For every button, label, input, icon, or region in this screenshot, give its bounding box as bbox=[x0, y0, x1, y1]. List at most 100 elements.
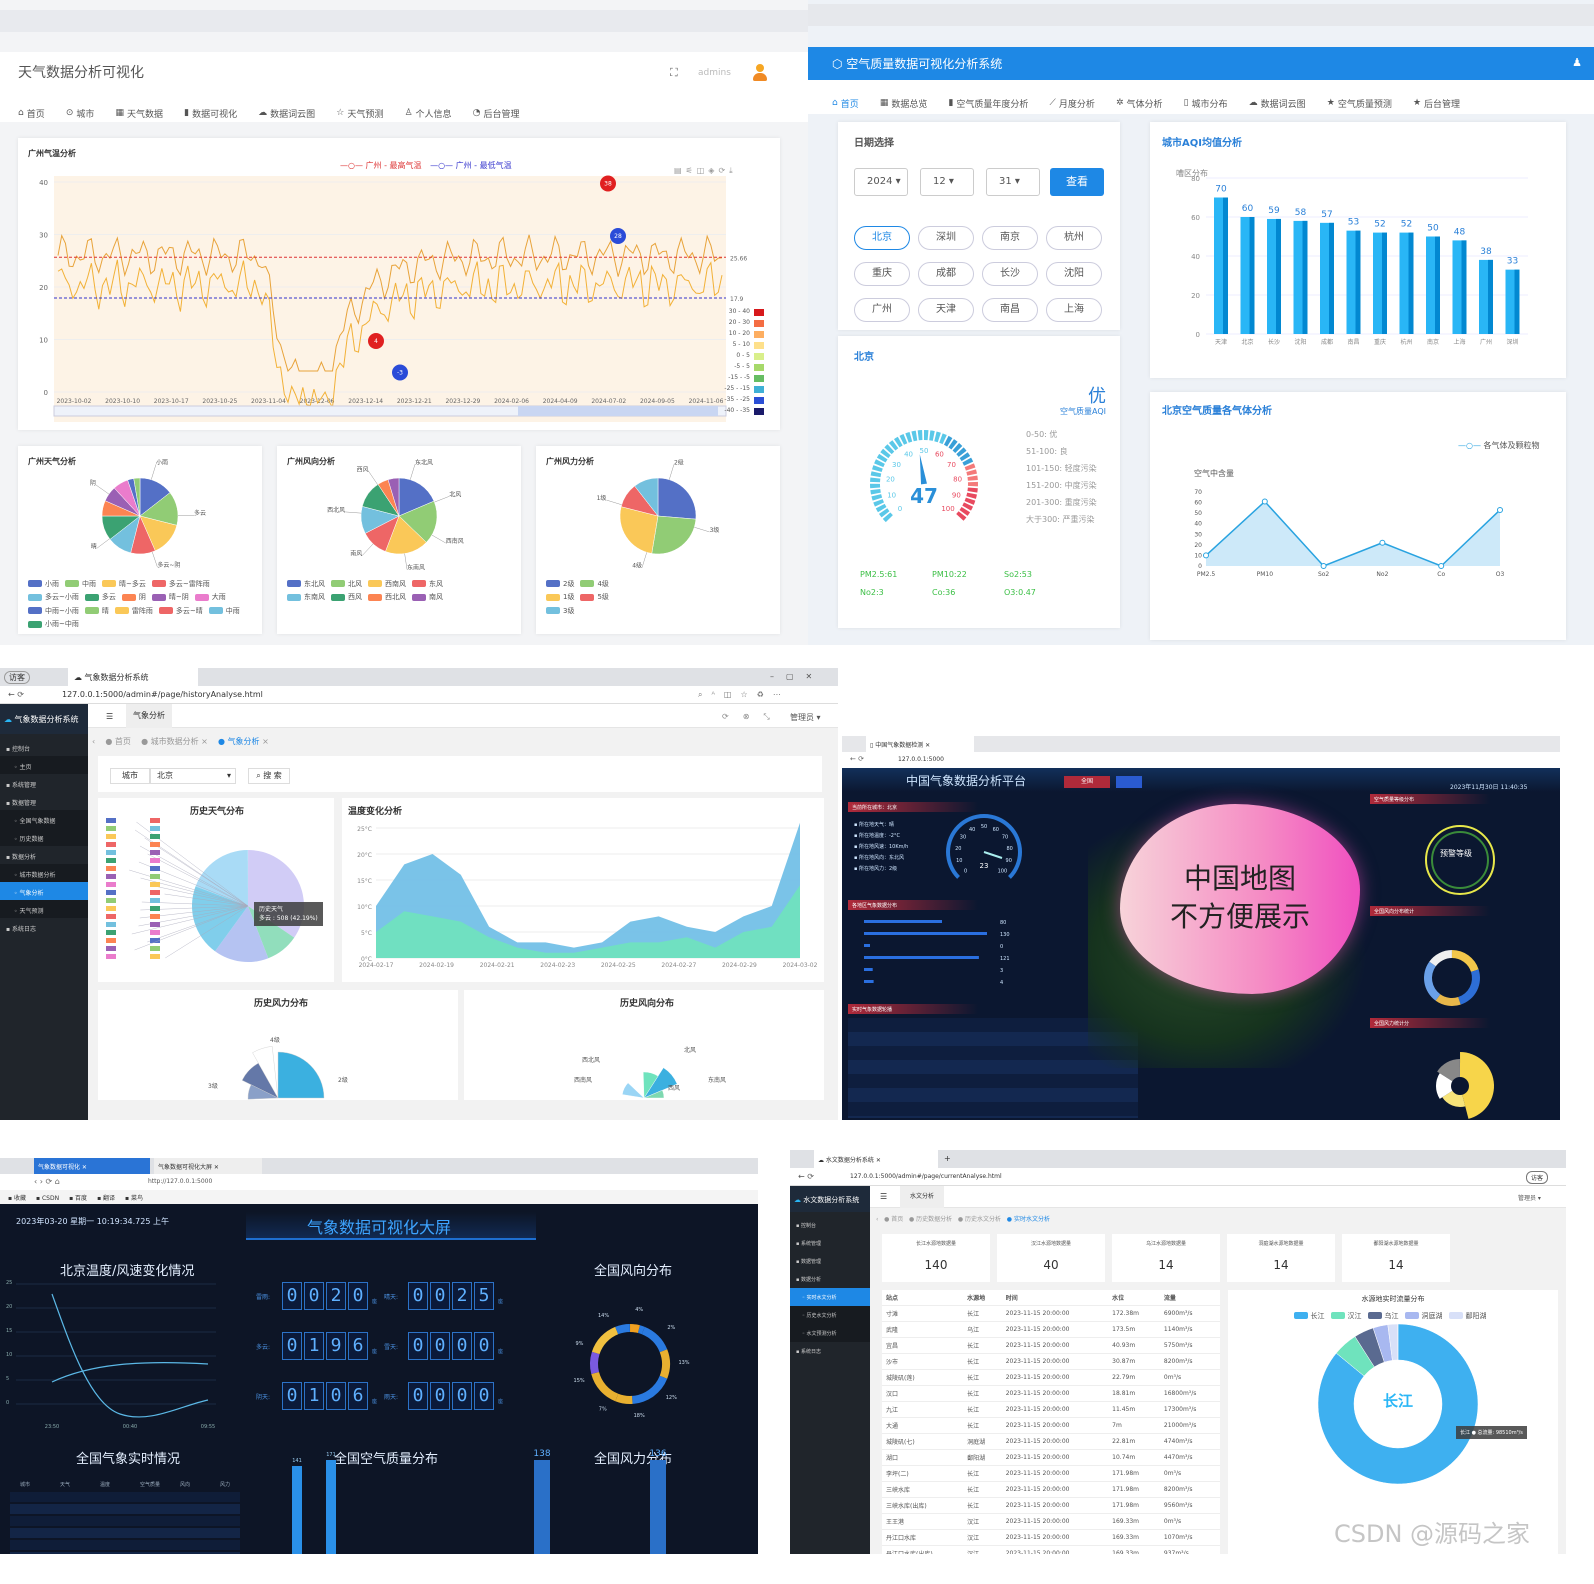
legend-item[interactable]: 多云~雷阵雨 bbox=[152, 578, 210, 590]
visual-map-swatch[interactable] bbox=[754, 408, 764, 415]
nav-predict[interactable]: ★ 空气质量预测 bbox=[1327, 97, 1392, 110]
visual-map-swatch[interactable] bbox=[754, 375, 764, 382]
city-pill-9[interactable]: 天津 bbox=[918, 298, 974, 322]
sidebar-item-7[interactable]: ◦ 城市数据分析 bbox=[0, 864, 88, 882]
legend-item[interactable]: 西北风 bbox=[368, 591, 406, 603]
visual-map-swatch[interactable] bbox=[754, 353, 764, 360]
city-pill-1[interactable]: 深圳 bbox=[918, 226, 974, 250]
nav-city-dist[interactable]: ▯ 城市分布 bbox=[1184, 97, 1228, 110]
visual-map-swatch[interactable] bbox=[754, 342, 764, 349]
sidebar-item-9[interactable]: ◦ 天气预测 bbox=[0, 900, 88, 918]
legend-item[interactable]: 3级 bbox=[546, 605, 574, 617]
legend-item[interactable]: 西南风 bbox=[368, 578, 406, 590]
nav-overview[interactable]: ▦ 数据总览 bbox=[880, 97, 928, 110]
table-row[interactable]: 湖口 鄱阳湖 2023-11-15 20:00:00 10.74m 4470m³/s bbox=[882, 1450, 1220, 1466]
view-button[interactable]: 查看 bbox=[1050, 168, 1104, 196]
nav-annual[interactable]: ▮ 空气质量年度分析 bbox=[948, 97, 1028, 110]
nav-home[interactable]: ⌂ 首页 bbox=[832, 97, 859, 110]
visual-map-swatch[interactable] bbox=[754, 364, 764, 371]
legend-item[interactable]: 南风 bbox=[412, 591, 443, 603]
sidebar-item-3[interactable]: ▪ 数据管理 bbox=[0, 792, 88, 810]
city-pill-2[interactable]: 南京 bbox=[982, 226, 1038, 250]
legend-item[interactable]: 小雨 bbox=[28, 578, 59, 590]
table-row[interactable]: 城陵矶(七) 洞庭湖 2023-11-15 20:00:00 22.81m 4740m³… bbox=[882, 1434, 1220, 1450]
legend-item[interactable]: 晴~阴 bbox=[152, 591, 189, 603]
url-input[interactable]: 127.0.0.1:5000/admin#/page/currentAnalys… bbox=[850, 1173, 1002, 1180]
visual-map-swatch[interactable] bbox=[754, 320, 764, 327]
city-pill-7[interactable]: 沈阳 bbox=[1046, 262, 1102, 286]
legend-item[interactable]: 多云 bbox=[85, 591, 116, 603]
nav-profile[interactable]: ♙ 个人信息 bbox=[404, 107, 451, 120]
user-avatar-icon[interactable] bbox=[752, 64, 768, 82]
browser-tab-active[interactable]: 气象数据可视化 ✕ bbox=[34, 1158, 150, 1174]
day-select[interactable]: 31 ▾ bbox=[986, 168, 1040, 196]
sidebar-item-8[interactable]: ◦ 气象分析 bbox=[0, 882, 88, 900]
bookmark[interactable]: ▪ 翻译 bbox=[97, 1195, 115, 1202]
new-tab-button[interactable]: + bbox=[944, 1154, 951, 1163]
table-row[interactable]: 丹江口水库 汉江 2023-11-15 20:00:00 169.33m 1070m³/… bbox=[882, 1530, 1220, 1546]
city-pill-3[interactable]: 杭州 bbox=[1046, 226, 1102, 250]
url-input[interactable]: 127.0.0.1:5000 bbox=[898, 756, 944, 763]
url-input[interactable]: 127.0.0.1:5000/admin#/page/historyAnalys… bbox=[62, 690, 263, 699]
legend-item[interactable]: 4级 bbox=[580, 578, 608, 590]
browser-tab[interactable]: ▯ 中国气象数据检测 ✕ bbox=[866, 736, 974, 752]
city-pill-6[interactable]: 长沙 bbox=[982, 262, 1038, 286]
visual-map-swatch[interactable] bbox=[754, 386, 764, 393]
browser-tab[interactable]: ☁ 气象数据分析系统 bbox=[68, 668, 198, 686]
nav-arrows[interactable]: ← ⟳ bbox=[850, 755, 864, 763]
sidebar-item-1[interactable]: ▪ 系统管理 bbox=[790, 1234, 870, 1252]
nav-wordcloud[interactable]: ☁ 数据词云图 bbox=[1249, 97, 1306, 110]
menu-toggle-icon[interactable]: ☰ bbox=[880, 1192, 887, 1201]
table-row[interactable]: 丹江口水库(出库)汉江2023-11-15 20:00:00169.33m937… bbox=[882, 1546, 1220, 1555]
manager-menu[interactable]: 管理员 ▾ bbox=[1518, 1193, 1541, 1202]
nav-admin[interactable]: ◔ 后台管理 bbox=[473, 107, 520, 120]
legend-item[interactable]: 东北风 bbox=[287, 578, 325, 590]
city-pill-8[interactable]: 广州 bbox=[854, 298, 910, 322]
table-row[interactable]: 三峡水库 长江 2023-11-15 20:00:00 171.98m 8200m³/s bbox=[882, 1482, 1220, 1498]
nav-arrows[interactable]: ← ⟳ bbox=[798, 1172, 814, 1181]
active-tab[interactable]: 水文分析 bbox=[900, 1186, 944, 1208]
menu-toggle-icon[interactable]: ☰ bbox=[106, 712, 113, 721]
sidebar-item-2[interactable]: ▪ 数据管理 bbox=[790, 1252, 870, 1270]
legend-item[interactable]: 晴 bbox=[85, 605, 109, 617]
table-row[interactable]: 九江 长江 2023-11-15 20:00:00 11.45m 17300m³/s bbox=[882, 1402, 1220, 1418]
legend-item[interactable]: 1级 bbox=[546, 591, 574, 603]
table-row[interactable]: 沙市 长江 2023-11-15 20:00:00 30.87m 8200m³/s bbox=[882, 1354, 1220, 1370]
sidebar-item-10[interactable]: ▪ 系统日志 bbox=[0, 918, 88, 936]
city-pill-5[interactable]: 成都 bbox=[918, 262, 974, 286]
city-pill-11[interactable]: 上海 bbox=[1046, 298, 1102, 322]
browser-tab[interactable]: 气象数据可视化大屏 ✕ bbox=[154, 1158, 262, 1174]
nav-city[interactable]: ⊙ 城市 bbox=[66, 107, 95, 120]
legend-item[interactable]: 中雨 bbox=[209, 605, 240, 617]
nav-wordcloud[interactable]: ☁ 数据词云图 bbox=[258, 107, 315, 120]
sidebar-item-5[interactable]: ◦ 历史数据 bbox=[0, 828, 88, 846]
table-row[interactable]: 汉口 长江 2023-11-15 20:00:00 18.81m 16800m³/s bbox=[882, 1386, 1220, 1402]
table-row[interactable]: 寸滩 长江 2023-11-15 20:00:00 172.38m 6900m³/s bbox=[882, 1306, 1220, 1322]
window-controls[interactable]: –▢✕ bbox=[770, 672, 824, 681]
url-input[interactable]: http://127.0.0.1:5000 bbox=[148, 1178, 212, 1185]
sidebar-item-5[interactable]: ◦ 历史水文分析 bbox=[790, 1306, 870, 1324]
legend-item[interactable]: 西风 bbox=[331, 591, 362, 603]
legend-item[interactable]: 晴~多云 bbox=[102, 578, 146, 590]
table-row[interactable]: 李坪(二) 长江 2023-11-15 20:00:00 171.98m 0m³/s bbox=[882, 1466, 1220, 1482]
bookmark[interactable]: ▪ CSDN bbox=[36, 1195, 59, 1202]
nav-gas[interactable]: ✲ 气体分析 bbox=[1116, 97, 1163, 110]
bookmark[interactable]: ▪ 收藏 bbox=[8, 1195, 26, 1202]
legend-item[interactable]: 雷阵雨 bbox=[115, 605, 153, 617]
legend-item[interactable]: 中雨~小雨 bbox=[28, 605, 79, 617]
browser-tools[interactable]: ⌕ᴬ◫☆♻⋯ bbox=[698, 690, 790, 700]
legend-item[interactable]: 大雨 bbox=[195, 591, 226, 603]
username[interactable]: admins bbox=[698, 68, 731, 78]
visual-map-swatch[interactable] bbox=[754, 331, 764, 338]
user-icon[interactable]: ♟ bbox=[1572, 56, 1582, 69]
profile-button[interactable]: 访客 bbox=[4, 671, 30, 684]
sidebar-item-4[interactable]: ◦ 全国气象数据 bbox=[0, 810, 88, 828]
nav-admin[interactable]: ★ 后台管理 bbox=[1413, 97, 1460, 110]
legend-item[interactable]: 多云~晴 bbox=[159, 605, 203, 617]
visual-map-swatch[interactable] bbox=[754, 397, 764, 404]
legend-item[interactable]: 东风 bbox=[412, 578, 443, 590]
sidebar-item-7[interactable]: ▪ 系统日志 bbox=[790, 1342, 870, 1360]
nav-visualization[interactable]: ▮ 数据可视化 bbox=[184, 107, 237, 120]
bookmark[interactable]: ▪ 菜鸟 bbox=[125, 1195, 143, 1202]
legend-item[interactable]: 2级 bbox=[546, 578, 574, 590]
